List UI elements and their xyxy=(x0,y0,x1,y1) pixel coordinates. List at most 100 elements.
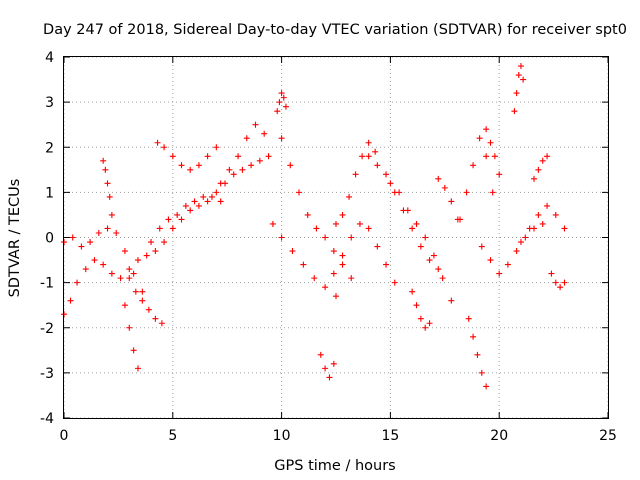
data-point xyxy=(91,257,98,264)
data-point xyxy=(476,135,483,142)
data-point xyxy=(161,144,168,151)
data-point xyxy=(489,189,496,196)
data-point xyxy=(278,135,285,142)
data-point xyxy=(213,189,220,196)
data-point xyxy=(513,90,520,97)
data-point xyxy=(178,216,185,223)
series-arc-10 xyxy=(278,135,355,282)
data-point xyxy=(174,211,181,218)
data-point xyxy=(82,266,89,273)
data-point xyxy=(265,153,272,160)
y-axis-label: SDTVAR / TECUs xyxy=(7,179,23,298)
data-point xyxy=(359,153,366,160)
data-point xyxy=(330,248,337,255)
series-arc-11 xyxy=(269,220,339,300)
y-tick-label: 1 xyxy=(45,185,54,201)
data-point xyxy=(126,275,133,282)
data-point xyxy=(289,248,296,255)
data-point xyxy=(217,198,224,205)
data-point xyxy=(539,157,546,164)
data-point xyxy=(300,261,307,268)
data-point xyxy=(483,126,490,133)
data-point xyxy=(169,153,176,160)
y-tick-label: -3 xyxy=(40,366,54,382)
data-point xyxy=(326,374,333,381)
series-arc-2 xyxy=(61,225,146,295)
data-point xyxy=(352,171,359,178)
data-point xyxy=(426,257,433,264)
data-point xyxy=(69,234,76,241)
data-point xyxy=(276,99,283,106)
data-point xyxy=(439,275,446,282)
data-point xyxy=(152,315,159,322)
data-point xyxy=(134,365,141,372)
data-point xyxy=(117,275,124,282)
data-point xyxy=(422,324,429,331)
data-point xyxy=(417,315,424,322)
data-point xyxy=(417,243,424,250)
y-tick-label: 4 xyxy=(45,50,54,66)
data-point xyxy=(230,171,237,178)
data-point xyxy=(372,148,379,155)
data-point xyxy=(74,279,81,286)
data-point xyxy=(515,72,522,79)
data-point xyxy=(522,234,529,241)
data-point xyxy=(520,76,527,83)
data-point xyxy=(108,211,115,218)
data-point xyxy=(448,198,455,205)
data-point xyxy=(470,333,477,340)
series-arc-4 xyxy=(121,302,141,372)
data-point xyxy=(217,180,224,187)
data-point xyxy=(404,207,411,214)
data-point xyxy=(130,347,137,354)
data-point xyxy=(487,257,494,264)
y-tick-label: -2 xyxy=(40,321,54,337)
data-point xyxy=(100,261,107,268)
data-point xyxy=(187,207,194,214)
data-point xyxy=(333,220,339,227)
data-point xyxy=(346,193,353,200)
data-point xyxy=(383,171,390,178)
data-point xyxy=(243,135,250,142)
y-tick-label: 2 xyxy=(45,140,54,156)
data-point xyxy=(304,211,311,218)
series-arc-5 xyxy=(126,275,165,327)
data-point xyxy=(102,166,109,173)
data-point xyxy=(413,220,420,227)
data-point xyxy=(322,284,329,291)
data-point xyxy=(544,153,551,160)
data-point xyxy=(139,288,146,295)
series-arc-3 xyxy=(100,157,115,218)
data-point xyxy=(463,189,470,196)
data-point xyxy=(470,162,477,169)
data-point xyxy=(108,270,115,277)
data-point xyxy=(208,193,215,200)
data-point xyxy=(374,162,381,169)
data-point xyxy=(548,270,555,277)
data-point xyxy=(365,139,372,146)
data-point xyxy=(457,216,464,223)
data-point xyxy=(261,130,268,137)
data-point xyxy=(280,94,287,101)
data-point xyxy=(356,220,363,227)
y-tick-label: -1 xyxy=(40,276,54,292)
data-point xyxy=(121,302,128,309)
data-point xyxy=(195,162,202,169)
series-arc-14 xyxy=(333,139,379,227)
data-point xyxy=(161,239,168,246)
data-point xyxy=(517,63,524,70)
data-point xyxy=(148,239,155,246)
series-arc-19 xyxy=(457,135,496,223)
series-arc-1 xyxy=(61,153,272,318)
data-point xyxy=(535,211,542,218)
data-point xyxy=(226,166,233,173)
data-point xyxy=(330,360,337,367)
chart-title: Day 247 of 2018, Sidereal Day-to-day VTE… xyxy=(43,22,627,38)
data-point xyxy=(333,293,339,300)
data-point xyxy=(474,351,481,358)
data-point xyxy=(483,153,490,160)
data-point xyxy=(139,297,146,304)
data-point xyxy=(132,288,139,295)
data-point xyxy=(531,175,538,182)
